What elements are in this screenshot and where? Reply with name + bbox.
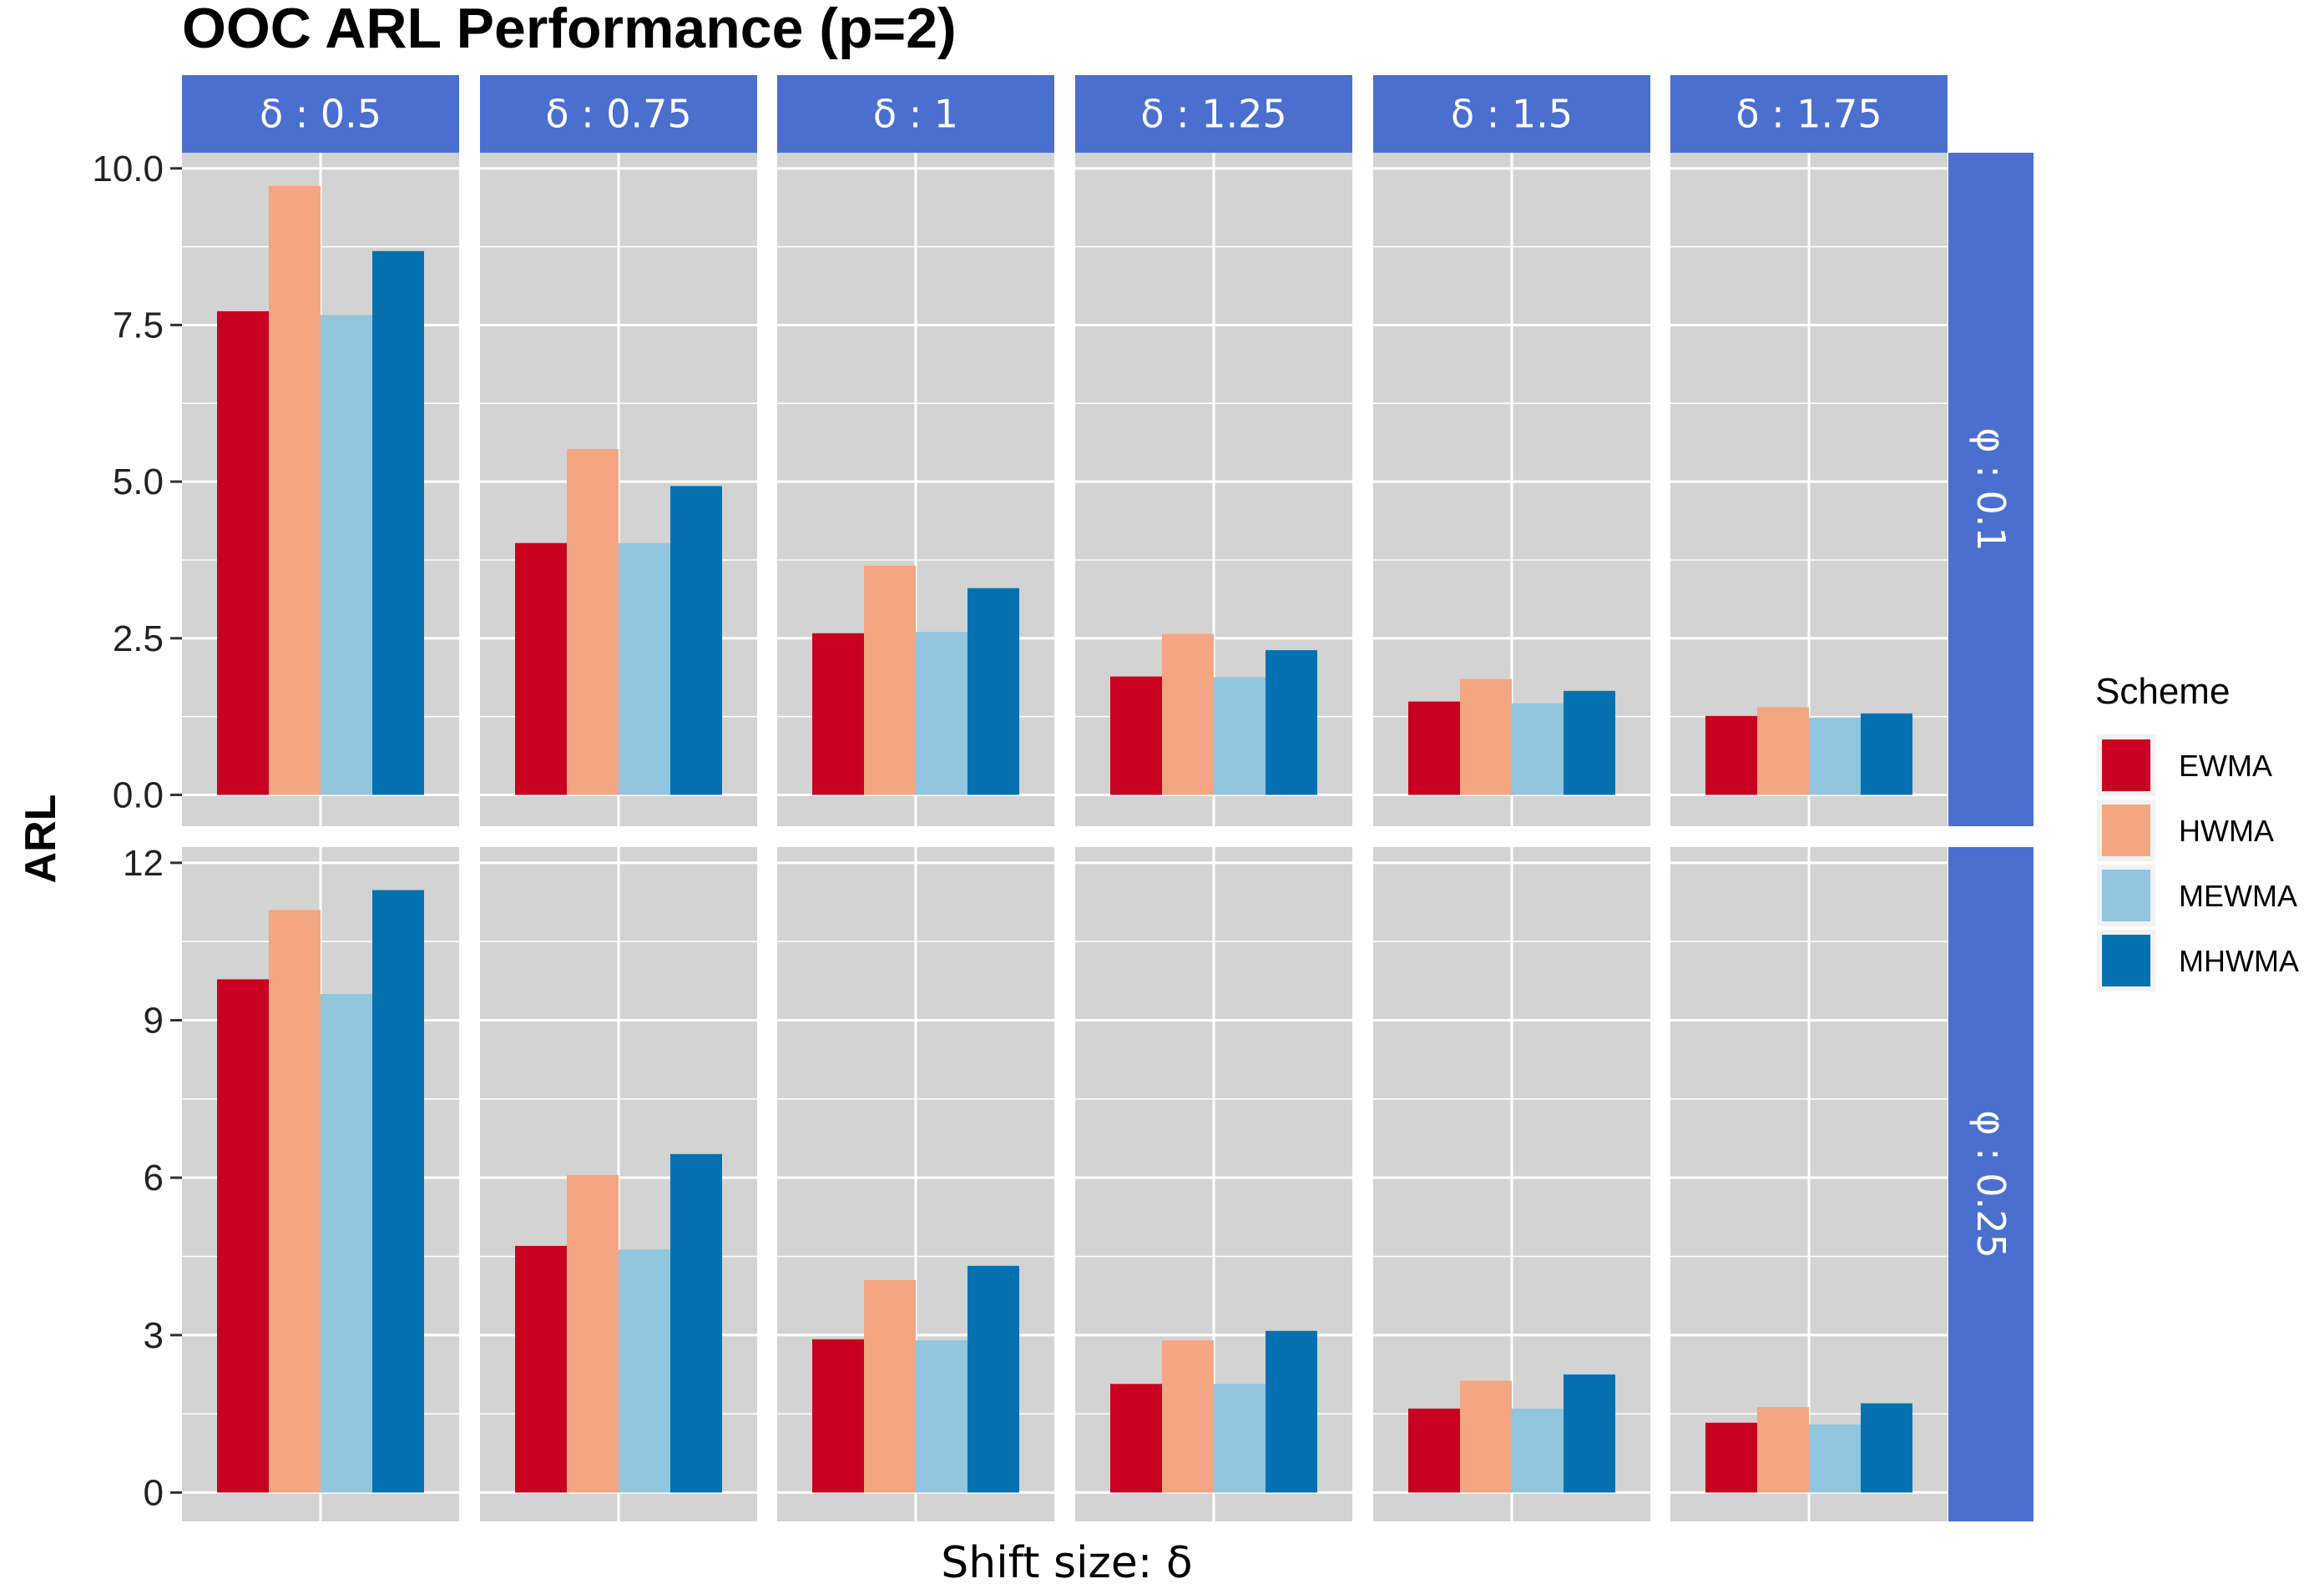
bar <box>1110 676 1162 795</box>
facet-strip-col <box>1670 75 1948 153</box>
y-tick-label: 6 <box>144 1158 164 1198</box>
legend-key <box>2102 935 2150 986</box>
bar <box>372 890 424 1493</box>
bar <box>1809 1424 1861 1493</box>
y-tick-label: 3 <box>144 1315 164 1356</box>
bar <box>1162 633 1214 795</box>
bar <box>1564 690 1615 795</box>
bar <box>372 250 424 795</box>
legend-key <box>2102 805 2150 856</box>
bar <box>1266 1330 1317 1493</box>
y-tick-label: 0 <box>144 1472 164 1513</box>
bar <box>1460 1380 1512 1493</box>
bar <box>812 1339 864 1493</box>
x-axis-title: Shift size: δ <box>941 1538 1192 1588</box>
bar <box>1705 1422 1757 1493</box>
facet-strip-col <box>1373 75 1650 153</box>
bar <box>619 1249 670 1493</box>
chart-title: OOC ARL Performance (p=2) <box>182 0 957 60</box>
bar <box>269 185 321 795</box>
legend: Scheme EWMA HWMA MEWMA MHWMA <box>2095 671 2299 991</box>
bar <box>1162 1340 1214 1493</box>
bar <box>1512 1408 1564 1493</box>
facet-strip-label: φ : 0.1 <box>1968 427 2013 551</box>
facet-strip-label: δ : 1 <box>873 92 958 137</box>
bar <box>1705 715 1757 795</box>
bar <box>1408 701 1460 795</box>
bar <box>269 910 321 1493</box>
bar <box>567 449 619 795</box>
plot-panels: δ : 0.5 δ : 0.75 δ : 1 δ : 1.25 δ : 1.5 δ : 1… <box>92 75 2034 1521</box>
y-tick-label: 12 <box>123 843 164 884</box>
bar <box>864 1279 916 1493</box>
bar <box>217 310 269 795</box>
y-tick-label: 0.0 <box>113 774 164 815</box>
bar <box>1460 678 1512 795</box>
bar <box>217 979 269 1493</box>
facet-strip-label: φ : 0.25 <box>1968 1110 2013 1259</box>
bar <box>1110 1384 1162 1493</box>
facet-strip-label: δ : 1.5 <box>1451 92 1573 137</box>
bar <box>1214 1384 1266 1493</box>
y-tick-label: 2.5 <box>113 618 164 659</box>
bar <box>967 588 1019 795</box>
bar <box>1757 1406 1809 1493</box>
legend-title: Scheme <box>2095 671 2230 712</box>
bar <box>1564 1374 1615 1493</box>
legend-label: MEWMA <box>2179 879 2297 913</box>
legend-key <box>2102 739 2150 791</box>
bar <box>1214 677 1266 795</box>
bar <box>515 542 567 795</box>
facet-strip-col <box>777 75 1054 153</box>
legend-label: HWMA <box>2179 814 2274 848</box>
bar <box>1266 650 1317 795</box>
bar <box>1512 703 1564 795</box>
legend-key <box>2102 870 2150 921</box>
bar <box>321 994 372 1493</box>
facet-strip-label: δ : 0.75 <box>545 92 691 137</box>
bar <box>1809 718 1861 795</box>
bar <box>1861 713 1912 795</box>
bar <box>670 486 722 795</box>
bar <box>916 1340 967 1493</box>
facet-strip-col <box>182 75 459 153</box>
y-tick-label: 7.5 <box>113 305 164 346</box>
y-tick-label: 10.0 <box>92 149 164 189</box>
bar <box>670 1153 722 1493</box>
y-axis-title: ARL <box>17 794 65 884</box>
facet-strip-col <box>480 75 757 153</box>
bar <box>567 1174 619 1493</box>
bar <box>916 632 967 795</box>
facet-strip-label: δ : 0.5 <box>260 92 381 137</box>
legend-label: MHWMA <box>2179 944 2299 978</box>
facet-strip-label: δ : 1.75 <box>1735 92 1882 137</box>
bar <box>864 565 916 795</box>
facet-strip-label: δ : 1.25 <box>1140 92 1286 137</box>
bar <box>1757 707 1809 795</box>
y-tick-label: 9 <box>144 1001 164 1042</box>
bar <box>515 1245 567 1493</box>
facet-strip-row <box>1948 153 2034 826</box>
bar <box>967 1265 1019 1493</box>
legend-label: EWMA <box>2179 749 2272 783</box>
bar <box>812 633 864 795</box>
bar <box>1861 1403 1912 1493</box>
bar <box>1408 1408 1460 1493</box>
facet-strip-row <box>1948 847 2034 1521</box>
y-tick-label: 5.0 <box>113 462 164 502</box>
facet-strip-col <box>1075 75 1352 153</box>
bar <box>321 315 372 795</box>
bar <box>619 542 670 795</box>
